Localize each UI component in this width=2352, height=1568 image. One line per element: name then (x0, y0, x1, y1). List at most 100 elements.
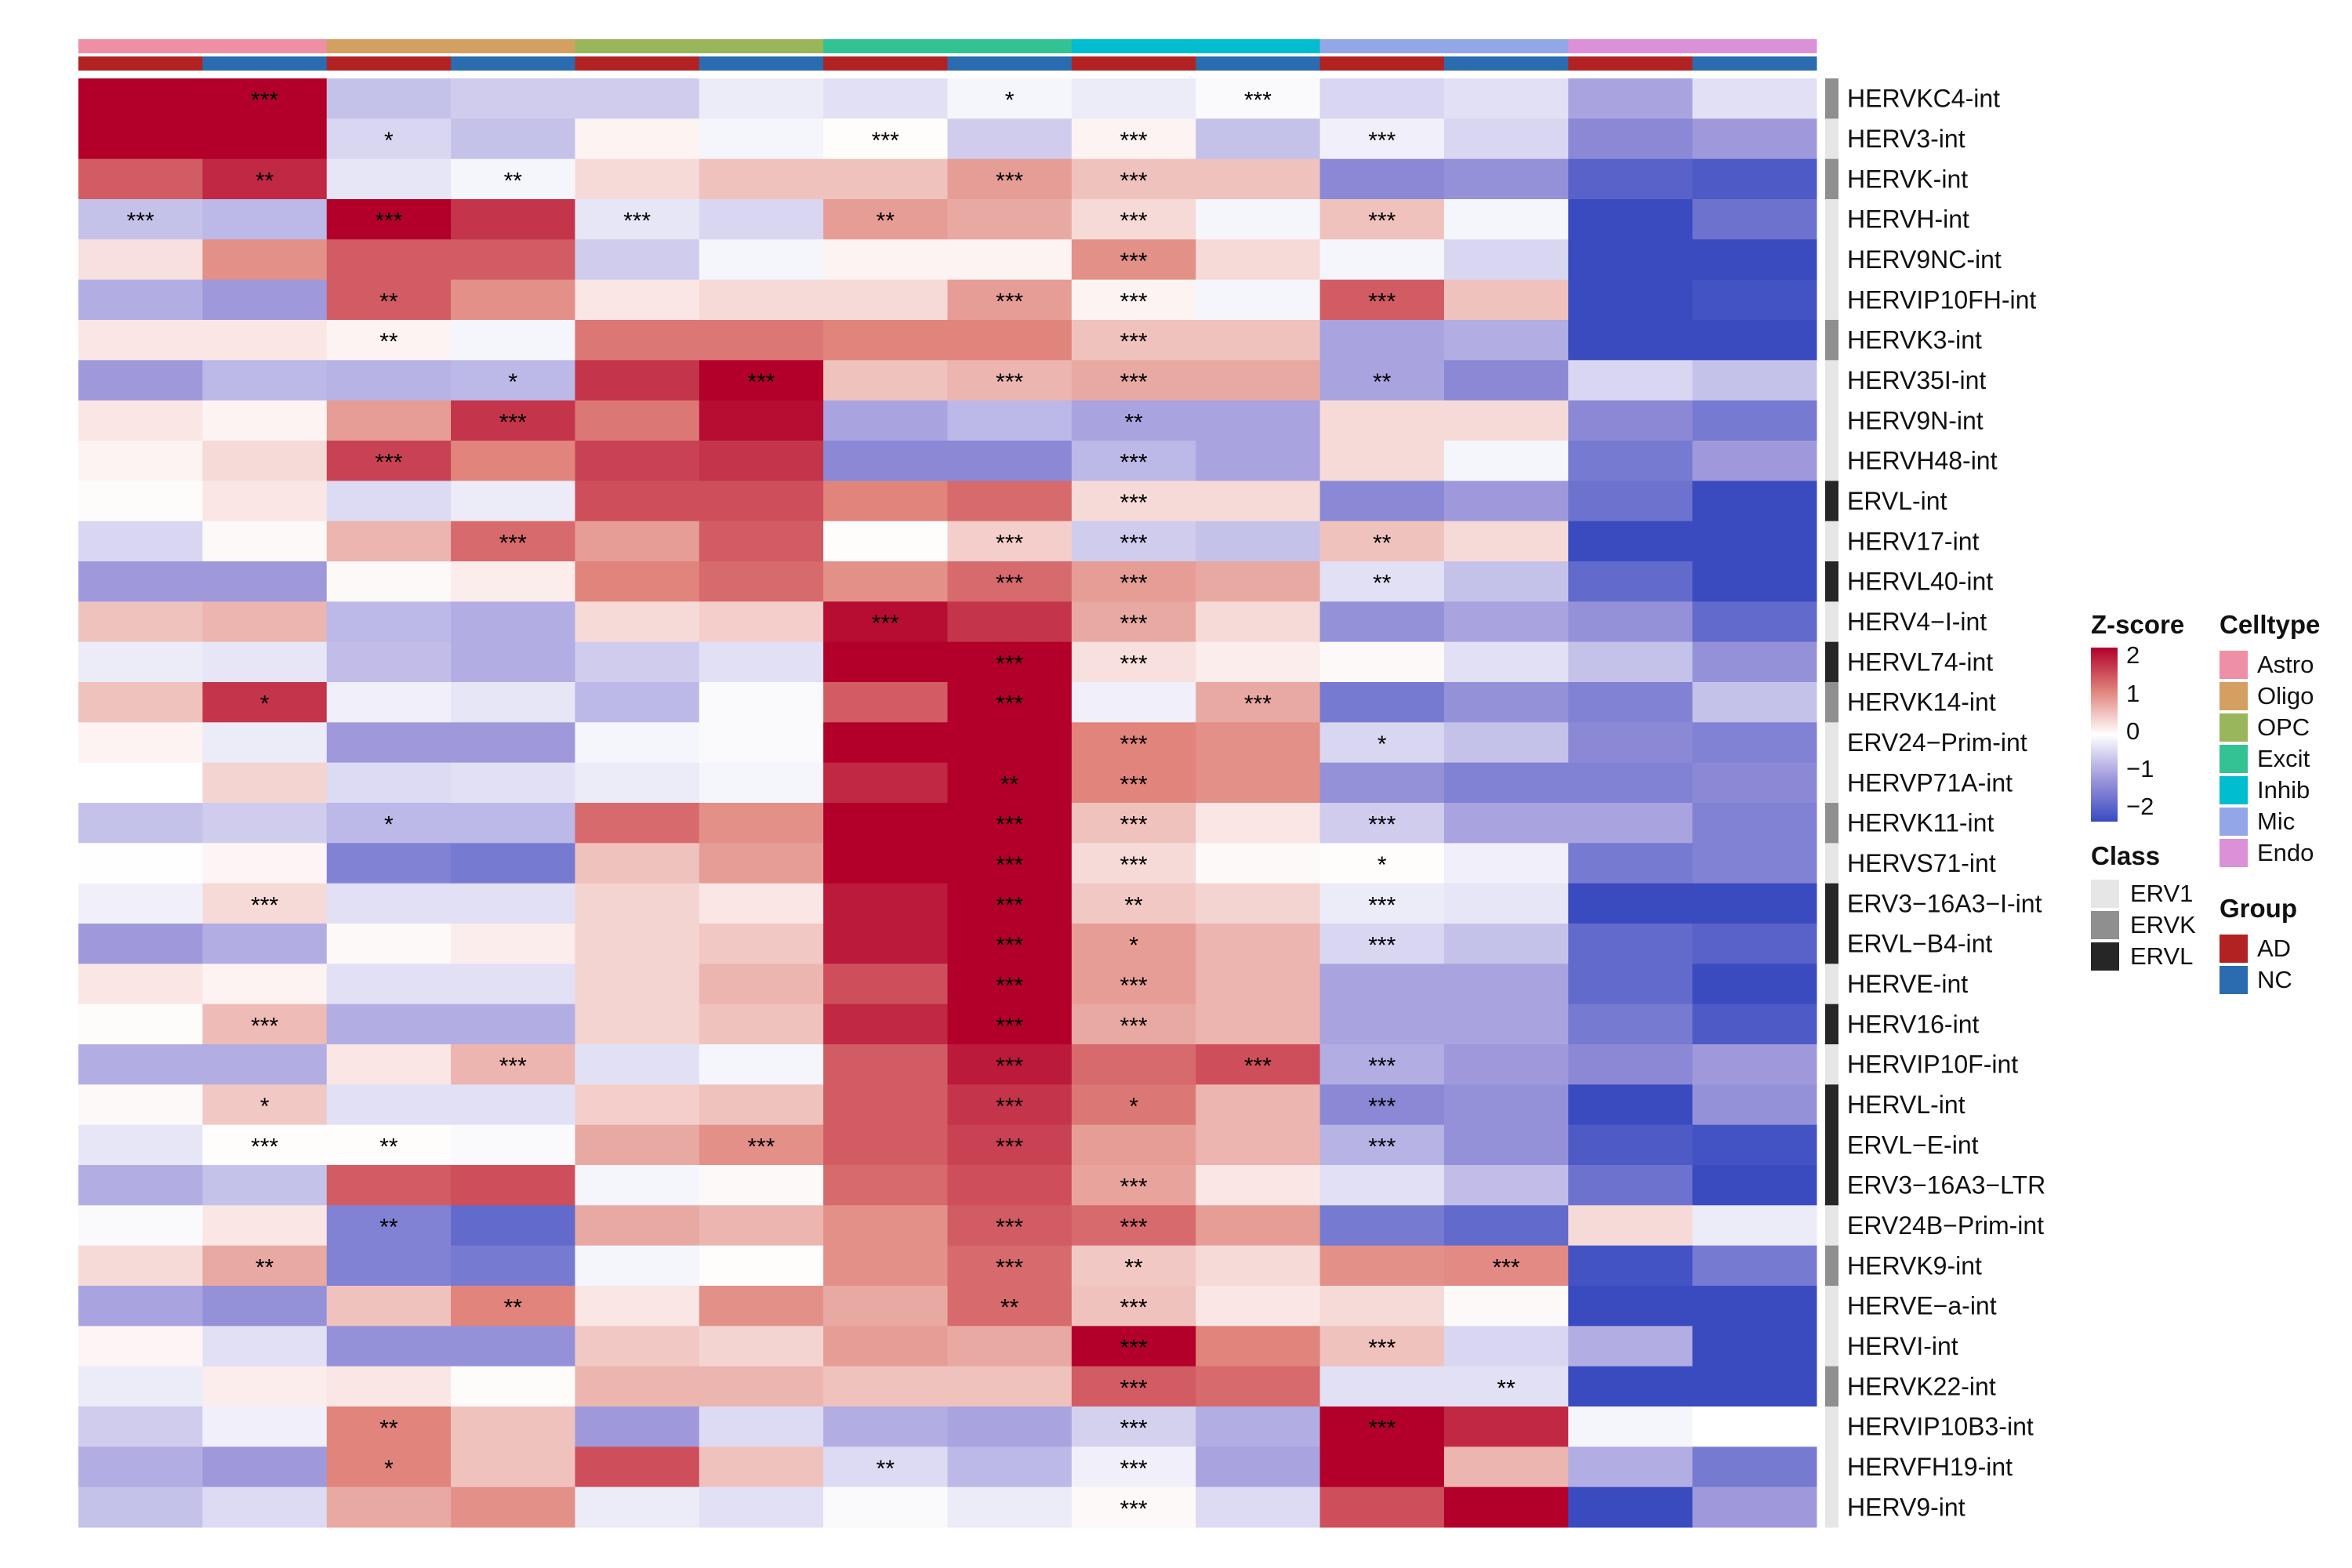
heatmap-cell (1196, 118, 1321, 160)
heatmap-cell (1071, 239, 1196, 281)
heatmap-cell (823, 400, 948, 441)
heatmap-cell (823, 601, 948, 643)
heatmap-cell (78, 1245, 203, 1287)
heatmap-cell (78, 320, 203, 361)
heatmap-cell (78, 924, 203, 964)
heatmap-cell (1568, 843, 1693, 884)
significance-mark: *** (1120, 490, 1148, 516)
heatmap-cell (326, 762, 452, 804)
heatmap-cell (1568, 1286, 1693, 1327)
heatmap-cell (326, 1326, 452, 1367)
row-label: HERVL-int (1847, 1091, 1965, 1119)
group-annotation-ad (1568, 56, 1693, 71)
heatmap-cell (1071, 1486, 1196, 1528)
heatmap-cell (1443, 320, 1569, 361)
heatmap-cell (1443, 1165, 1569, 1206)
heatmap-cell (326, 199, 452, 240)
heatmap-cell (1319, 118, 1445, 160)
significance-mark: *** (1120, 530, 1148, 556)
heatmap-cell (1319, 1084, 1445, 1126)
class-label: ERVL (2130, 942, 2194, 970)
significance-mark: *** (1120, 1335, 1148, 1361)
heatmap-cell (947, 883, 1073, 924)
heatmap-cell (451, 360, 575, 401)
class-annotation-ervk (1825, 320, 1838, 361)
significance-mark: *** (1120, 249, 1148, 274)
heatmap-cell (823, 1446, 948, 1488)
heatmap-cell (202, 1004, 328, 1045)
significance-mark: *** (1493, 1254, 1520, 1280)
heatmap-cell (78, 158, 203, 200)
significance-mark: ** (256, 1254, 274, 1280)
significance-mark: *** (1120, 611, 1148, 637)
significance-mark: * (384, 812, 394, 838)
heatmap-cell (947, 924, 1073, 964)
heatmap-cell (1071, 1165, 1196, 1206)
class-annotation-ervl (1825, 1165, 1838, 1206)
heatmap-cell (1319, 1124, 1445, 1166)
heatmap-cell (1568, 1084, 1693, 1126)
heatmap-cell (451, 1406, 575, 1447)
heatmap-cell (1568, 360, 1693, 401)
heatmap-cell (451, 1366, 575, 1407)
significance-mark: *** (1368, 1335, 1396, 1361)
group-annotation-ad (575, 56, 700, 71)
class-annotation-ervk (1825, 1245, 1838, 1287)
heatmap-cell (823, 521, 948, 562)
heatmap-cell (1692, 199, 1817, 240)
heatmap-cell (1568, 1366, 1693, 1407)
heatmap-cell (1196, 964, 1321, 1005)
significance-mark: ** (1124, 1254, 1143, 1280)
significance-mark: *** (996, 1013, 1023, 1039)
heatmap-cell (823, 641, 948, 683)
heatmap-cell (78, 641, 203, 683)
heatmap-cell (1196, 924, 1321, 964)
heatmap-cell (1196, 360, 1321, 401)
zscore-tick: 1 (2126, 680, 2140, 707)
heatmap-cell (1692, 1406, 1817, 1447)
heatmap-cell (1196, 279, 1321, 321)
significance-mark: *** (1120, 450, 1148, 476)
heatmap-cell (699, 843, 824, 884)
heatmap-cell (699, 803, 824, 844)
heatmap-cell (1196, 1245, 1321, 1287)
heatmap-cell (1692, 682, 1817, 723)
heatmap-cell (947, 400, 1073, 441)
celltype-swatch (2220, 682, 2248, 710)
heatmap-cell (1071, 722, 1196, 764)
heatmap-cell (326, 441, 452, 481)
heatmap-cell (1319, 441, 1445, 481)
heatmap-cell (1692, 1165, 1817, 1206)
heatmap-cell (1319, 1004, 1445, 1045)
heatmap-cell (1071, 1044, 1196, 1085)
heatmap-cell (1443, 1084, 1569, 1126)
class-annotation-ervl (1825, 883, 1838, 924)
heatmap-cell (1071, 320, 1196, 361)
heatmap-cell (326, 521, 452, 562)
heatmap-cell (202, 320, 328, 361)
significance-mark: ** (1124, 892, 1143, 918)
heatmap-cell (575, 1205, 700, 1247)
heatmap-cell (575, 883, 700, 924)
significance-mark: *** (1120, 209, 1148, 234)
heatmap-cell (1319, 1406, 1445, 1447)
class-annotation-erv1 (1825, 1446, 1838, 1488)
heatmap-cell (1071, 360, 1196, 401)
heatmap-cell (202, 561, 328, 602)
heatmap-cell (823, 199, 948, 240)
heatmap-cell (78, 521, 203, 562)
heatmap-cell (1692, 441, 1817, 481)
heatmap-cell (1568, 561, 1693, 602)
heatmap-cell (947, 1366, 1073, 1407)
significance-mark: *** (499, 409, 527, 435)
significance-mark: *** (1244, 88, 1272, 114)
heatmap-cell (1692, 1366, 1817, 1407)
heatmap-cell (1443, 561, 1569, 602)
significance-mark: *** (1120, 651, 1148, 677)
row-label: HERV9N-int (1847, 406, 1984, 434)
heatmap-cell (823, 1205, 948, 1247)
heatmap-cell (326, 1406, 452, 1447)
heatmap-cell (1443, 1326, 1569, 1367)
heatmap-cell (947, 1004, 1073, 1045)
heatmap-cell (202, 722, 328, 764)
